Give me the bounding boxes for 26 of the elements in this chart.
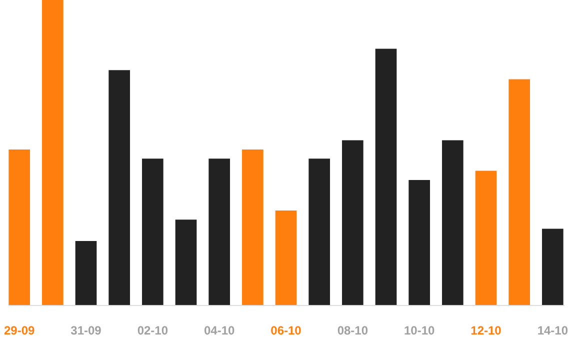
x-tick-label: 06-10 <box>270 324 302 337</box>
x-tick-label: 10-10 <box>404 324 435 337</box>
bar <box>208 158 230 305</box>
bar <box>508 79 530 305</box>
bar <box>108 70 130 305</box>
x-tick-label: 02-10 <box>137 324 168 337</box>
bar <box>375 48 397 305</box>
bar <box>475 170 497 305</box>
x-tick-label: 14-10 <box>537 324 568 337</box>
bar <box>75 240 97 305</box>
bar <box>42 0 64 305</box>
bar <box>308 158 330 305</box>
bar <box>408 180 430 305</box>
bar <box>175 220 197 305</box>
x-tick-label: 12-10 <box>470 324 502 337</box>
bar <box>442 140 464 305</box>
bar <box>342 140 364 305</box>
bar <box>142 158 164 305</box>
x-tick-label: 04-10 <box>204 324 235 337</box>
bar <box>275 210 297 305</box>
bar <box>8 149 30 305</box>
bar <box>242 149 264 305</box>
bar <box>542 228 564 305</box>
x-tick-label: 08-10 <box>337 324 368 337</box>
x-tick-label: 31-09 <box>70 324 102 337</box>
x-tick-label: 29-09 <box>4 324 35 337</box>
